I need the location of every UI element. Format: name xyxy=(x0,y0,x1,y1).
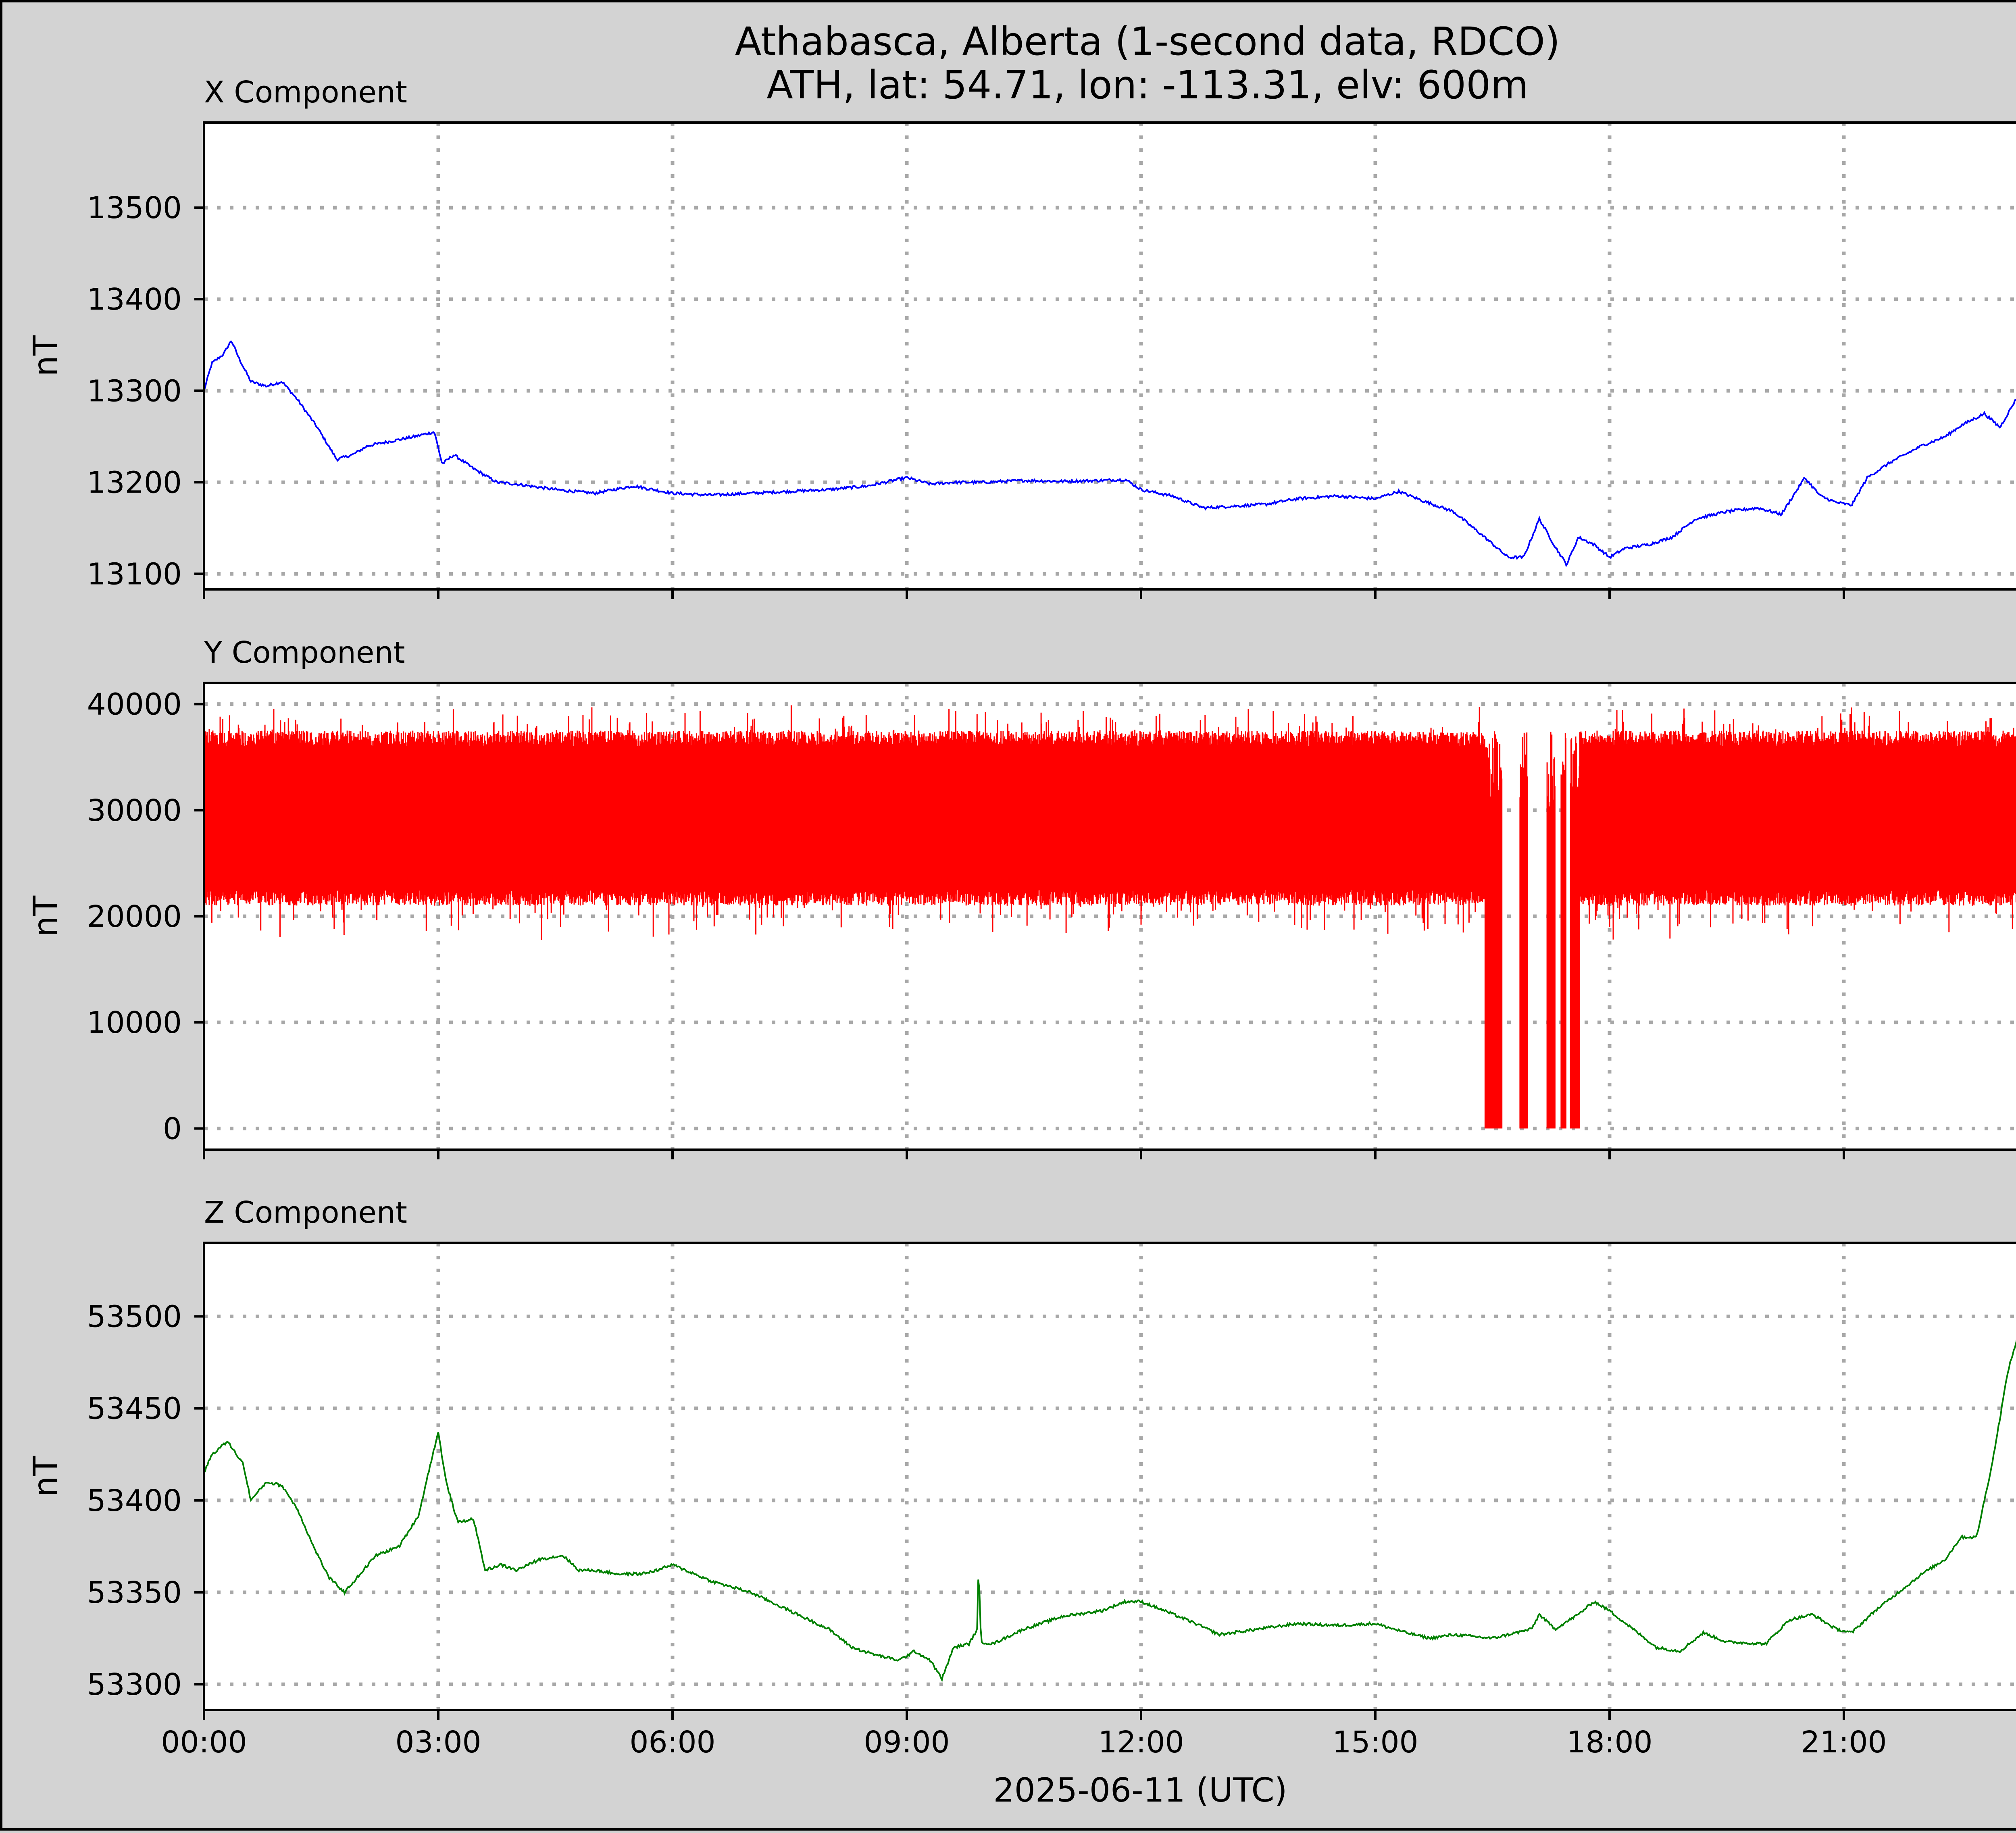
series-core-band xyxy=(204,766,1485,871)
x-tick-label: 03:00 xyxy=(395,1725,481,1760)
series-line xyxy=(203,340,2016,568)
y-tick-label: 0 xyxy=(163,1111,182,1146)
subplot-label: Y Component xyxy=(204,635,405,670)
y-tick-label: 13300 xyxy=(87,374,182,408)
y-tick-label: 10000 xyxy=(87,1005,182,1040)
x-tick-label: 06:00 xyxy=(629,1725,715,1760)
y-tick-label: 30000 xyxy=(87,793,182,828)
subplot-3: Z Component nT 00:00 03:00 06:00 09:00 12:00 15… xyxy=(27,1195,2016,1760)
figure-subtitle: ATH, lat: 54.71, lon: -113.31, elv: 600m xyxy=(766,62,1529,108)
x-tick-label: 00:00 xyxy=(161,1725,247,1760)
plot-frame xyxy=(203,121,2016,591)
y-tick-label: 53400 xyxy=(87,1483,182,1518)
plot-frame xyxy=(203,1242,2016,1711)
y-tick-label: 53350 xyxy=(87,1575,182,1610)
figure-title: Athabasca, Alberta (1-second data, RDCO) xyxy=(735,19,1560,64)
plot-area xyxy=(204,1243,2016,1710)
subplot-label: Z Component xyxy=(204,1195,407,1230)
subplots: X Component nT 13100 13200 13300 13400 13500 Y … xyxy=(27,75,2016,1760)
x-tick-label: 15:00 xyxy=(1332,1725,1418,1760)
x-tick-label: 21:00 xyxy=(1801,1725,1887,1760)
y-tick-label: 53450 xyxy=(87,1392,182,1426)
y-tick-label: 40000 xyxy=(87,687,182,722)
y-tick-label: 13500 xyxy=(87,191,182,225)
y-axis-label: nT xyxy=(27,895,65,937)
series-core-band xyxy=(1580,766,2016,871)
y-tick-label: 20000 xyxy=(87,899,182,934)
subplot-label: X Component xyxy=(204,75,407,110)
x-tick-label: 18:00 xyxy=(1566,1725,1652,1760)
y-axis-label: nT xyxy=(27,1456,65,1497)
x-tick-label: 09:00 xyxy=(864,1725,950,1760)
subplot-1: X Component nT 13100 13200 13300 13400 13500 xyxy=(27,75,2016,599)
plot-frame xyxy=(203,682,2016,1151)
y-axis-label: nT xyxy=(27,335,65,377)
x-axis-label: 2025-06-11 (UTC) xyxy=(993,1771,1287,1810)
y-tick-label: 13100 xyxy=(87,557,182,591)
y-tick-label: 53500 xyxy=(87,1300,182,1334)
plot-area xyxy=(204,123,2016,589)
subplot-2: Y Component nT 0 10000 20000 30000 40000 xyxy=(27,635,2016,1159)
y-tick-label: 13200 xyxy=(87,465,182,500)
series-line xyxy=(203,1340,2016,1683)
y-tick-label: 13400 xyxy=(87,282,182,317)
y-tick-label: 53300 xyxy=(87,1667,182,1702)
x-tick-label: 12:00 xyxy=(1098,1725,1184,1760)
